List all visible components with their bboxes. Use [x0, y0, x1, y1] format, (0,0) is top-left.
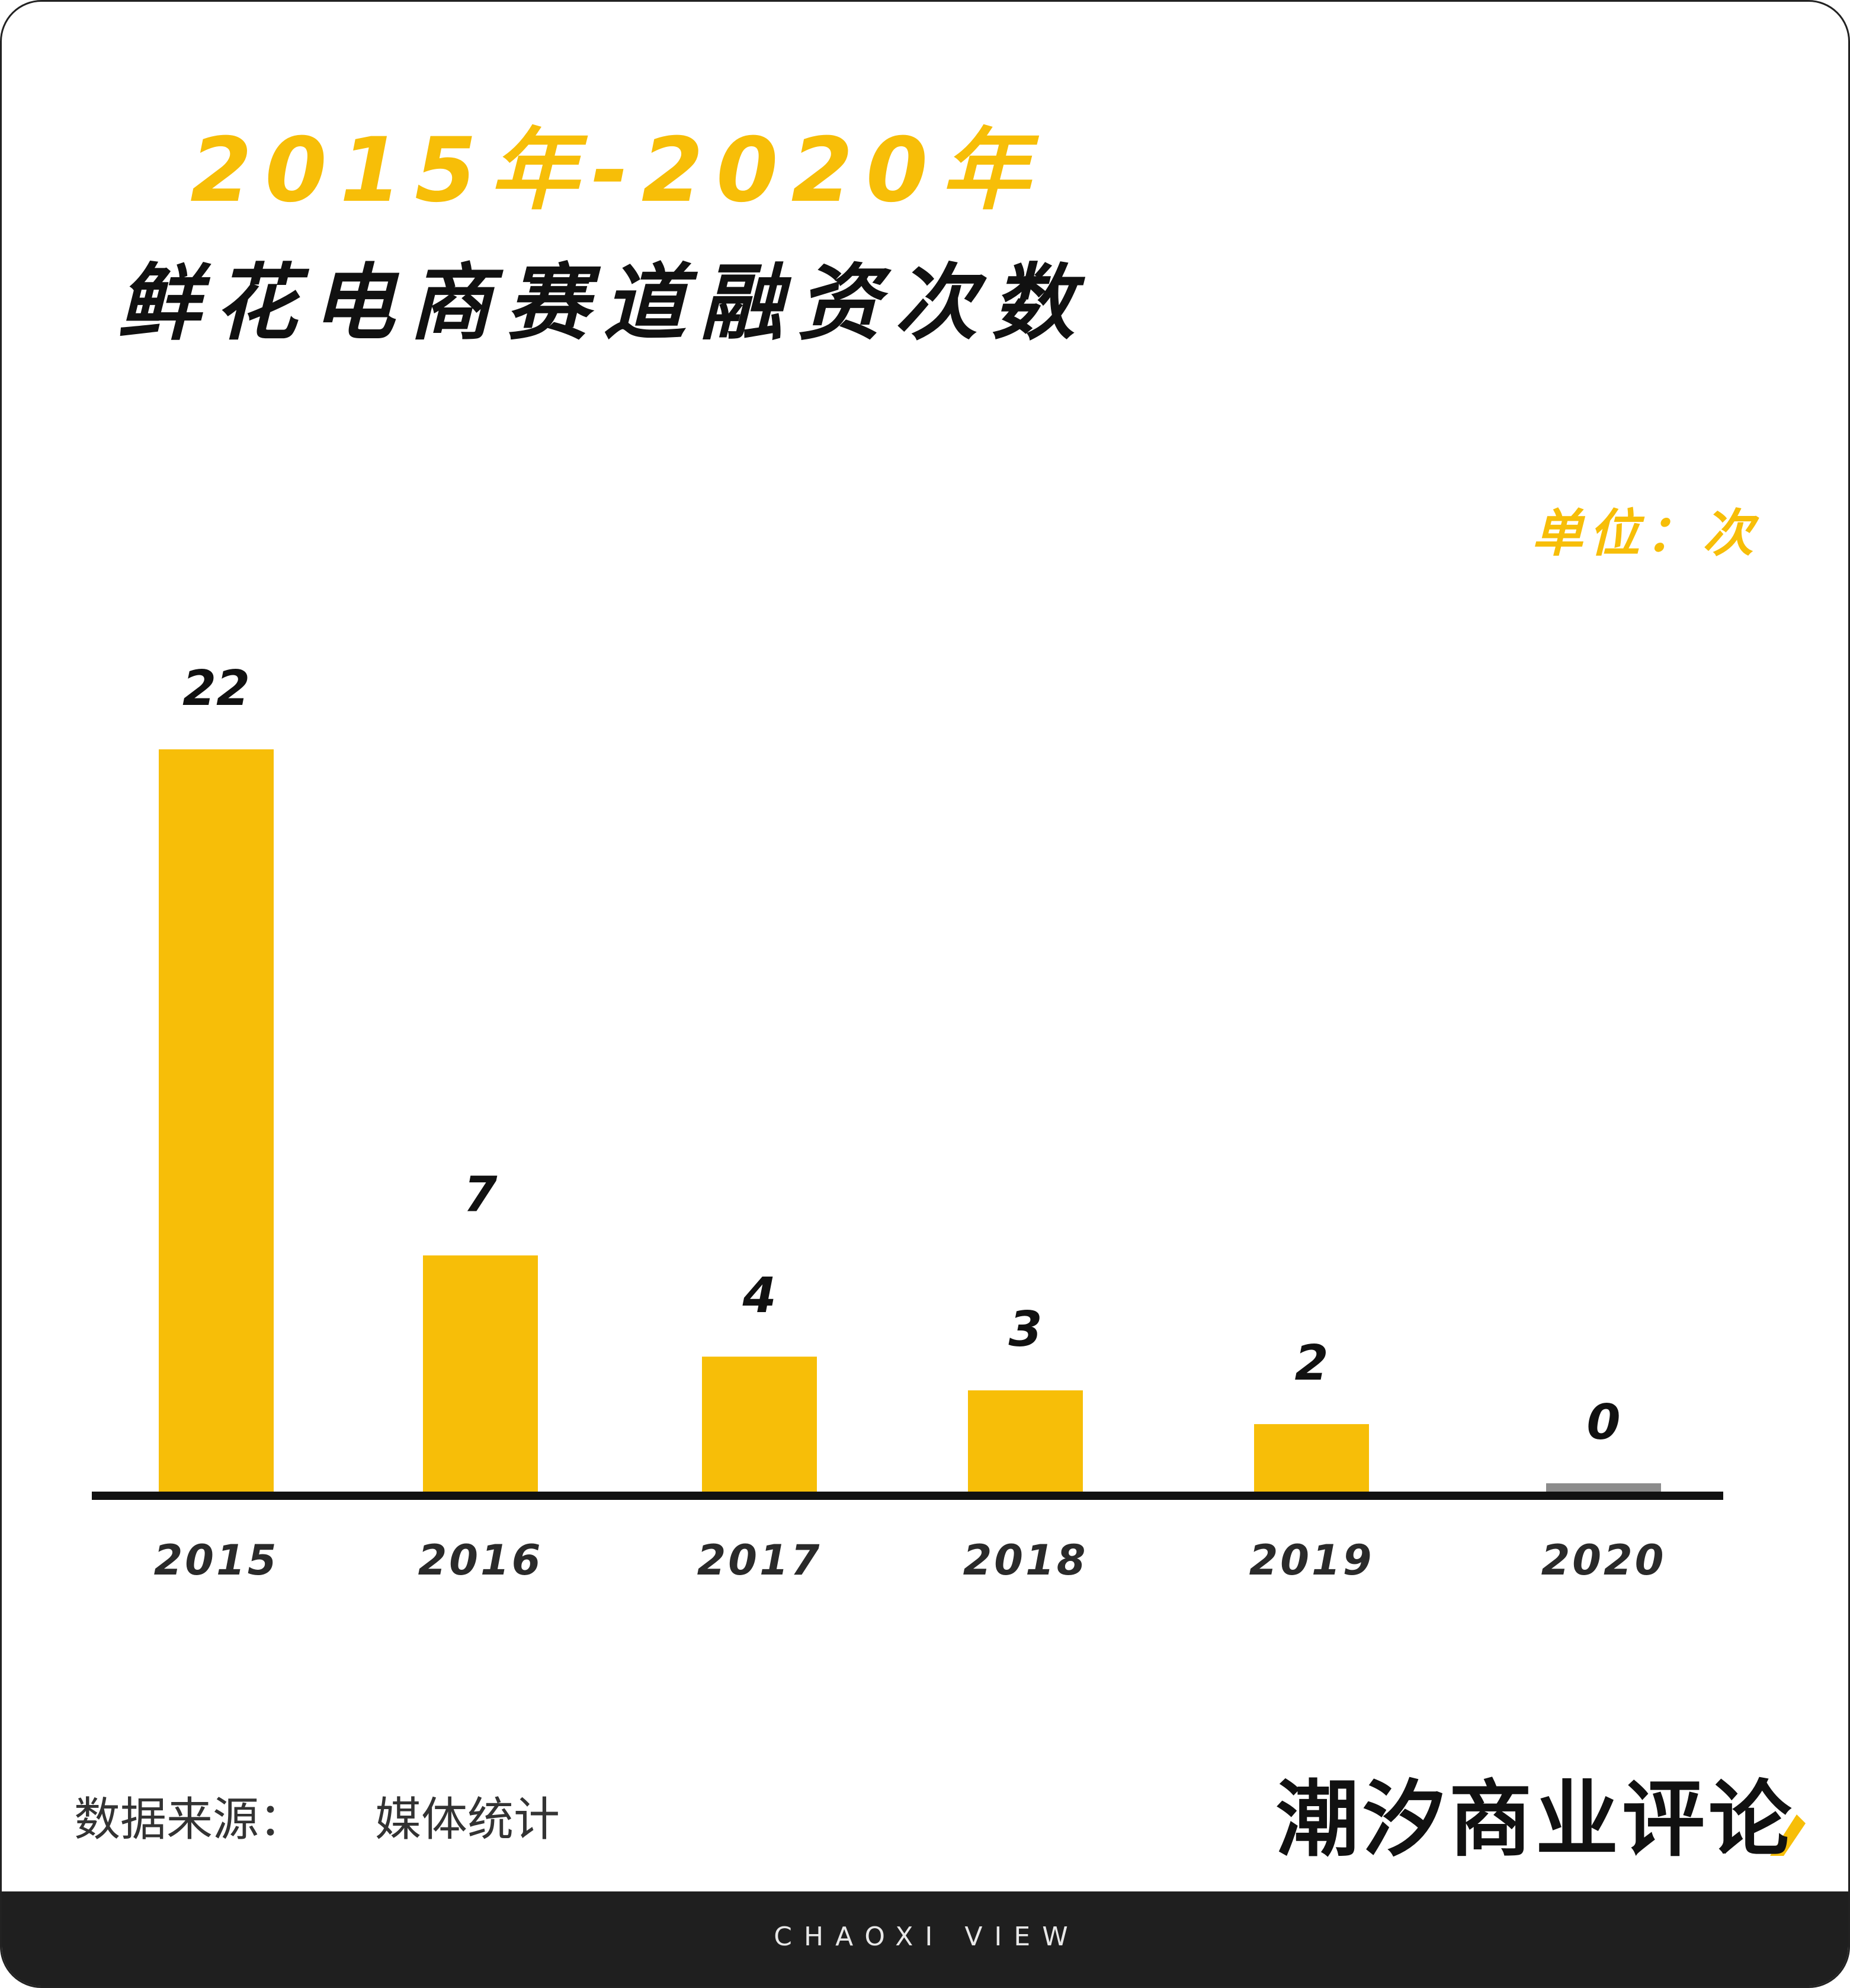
- data-label-2015: 22: [182, 660, 250, 717]
- x-tick-2015: 2015: [154, 1536, 279, 1585]
- data-label-2018: 3: [1008, 1301, 1042, 1358]
- data-label-2020: 0: [1586, 1394, 1620, 1451]
- brand-logo: 潮汐商业评论: [1275, 1772, 1795, 1868]
- x-tick-2016: 2016: [418, 1536, 543, 1585]
- brand-accent-icon: [1770, 1814, 1806, 1856]
- bar-2020: [1546, 1483, 1661, 1492]
- bar-2016: [423, 1255, 538, 1492]
- unit-label: 单位：次: [1532, 504, 1759, 563]
- chart-subtitle: 2015年-2020年: [190, 119, 1043, 222]
- footer-tagline: CHAOXI VIEW: [774, 1922, 1080, 1952]
- data-label-2016: 7: [463, 1166, 497, 1223]
- x-axis-line: [92, 1492, 1723, 1500]
- data-label-2017: 4: [742, 1268, 776, 1324]
- x-tick-2017: 2017: [697, 1536, 822, 1585]
- x-tick-2019: 2019: [1249, 1536, 1374, 1585]
- x-tick-2018: 2018: [963, 1536, 1088, 1585]
- chart-title: 鲜花电商赛道融资次数: [117, 255, 1089, 352]
- x-tick-2020: 2020: [1541, 1536, 1666, 1585]
- source-value: 媒体统计: [375, 1793, 560, 1846]
- bar-2018: [968, 1390, 1083, 1492]
- data-source: 数据来源： 媒体统计: [74, 1797, 560, 1843]
- data-label-2019: 2: [1294, 1335, 1328, 1391]
- bar-2017: [702, 1357, 817, 1492]
- bar-2015: [159, 749, 274, 1492]
- source-label: 数据来源：: [74, 1793, 306, 1846]
- bar-2019: [1254, 1424, 1369, 1492]
- footer-bar: [2, 1891, 1848, 1986]
